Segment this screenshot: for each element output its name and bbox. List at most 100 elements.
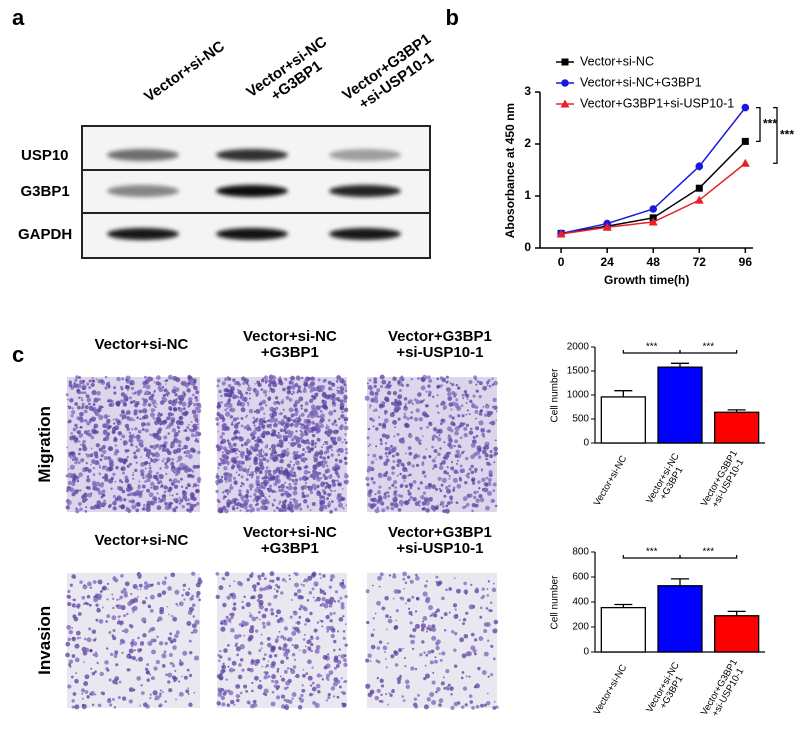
stained-cell	[329, 473, 333, 477]
stained-cell	[415, 576, 420, 581]
stained-cell	[301, 491, 305, 495]
stained-cell	[421, 461, 425, 465]
stained-cell	[419, 439, 422, 442]
stained-cell	[264, 452, 269, 457]
stained-cell	[381, 606, 386, 611]
stained-cell	[82, 650, 88, 656]
stained-cell	[343, 380, 346, 383]
stained-cell	[319, 384, 326, 391]
stained-cell	[284, 491, 288, 496]
stained-cell	[172, 508, 177, 513]
stained-cell	[68, 630, 73, 635]
stained-cell	[471, 404, 474, 407]
stained-cell	[161, 385, 165, 389]
blot-row-label: G3BP1	[20, 182, 70, 200]
stained-cell	[174, 589, 180, 595]
stained-cell	[73, 383, 79, 389]
stained-cell	[467, 472, 470, 476]
stained-cell	[292, 390, 295, 393]
stained-cell	[261, 613, 267, 619]
stained-cell	[229, 483, 233, 486]
stained-cell	[445, 685, 450, 690]
stained-cell	[166, 424, 171, 429]
stained-cell	[276, 466, 281, 470]
stained-cell	[399, 674, 402, 678]
stained-cell	[132, 433, 135, 436]
stained-cell	[470, 583, 473, 586]
stained-cell	[177, 604, 179, 607]
stained-cell	[133, 419, 136, 422]
stained-cell	[327, 456, 330, 460]
stained-cell	[282, 387, 286, 392]
stained-cell	[276, 670, 279, 673]
stained-cell	[276, 469, 279, 472]
stained-cell	[295, 460, 300, 466]
stained-cell	[439, 489, 443, 493]
stained-cell	[450, 408, 453, 411]
stained-cell	[470, 632, 475, 637]
stained-cell	[132, 688, 136, 692]
stained-cell	[425, 448, 428, 450]
stained-cell	[418, 442, 422, 446]
stained-cell	[121, 377, 125, 381]
y-axis-label: Abosorbance at 450 nm	[502, 102, 517, 238]
stained-cell	[246, 386, 252, 392]
stained-cell	[379, 438, 383, 441]
stained-cell	[393, 503, 399, 508]
stained-cell	[177, 443, 182, 448]
stained-cell	[255, 438, 261, 444]
stained-cell	[136, 390, 141, 394]
stained-cell	[301, 684, 304, 687]
stained-cell	[283, 706, 286, 708]
stained-cell	[379, 442, 383, 446]
stained-cell	[327, 502, 331, 507]
stained-cell	[90, 435, 95, 440]
stained-cell	[404, 679, 410, 685]
stained-cell	[390, 444, 393, 448]
stained-cell	[342, 630, 346, 633]
stained-cell	[178, 680, 181, 683]
stained-cell	[327, 696, 331, 700]
stained-cell	[316, 437, 321, 442]
stained-cell	[101, 606, 104, 609]
stained-cell	[192, 615, 195, 618]
stained-cell	[241, 668, 245, 672]
stained-cell	[279, 453, 285, 459]
stained-cell	[142, 408, 148, 414]
stained-cell	[374, 695, 380, 701]
stained-cell	[124, 449, 129, 453]
stained-cell	[428, 605, 434, 611]
stained-cell	[271, 375, 277, 381]
stained-cell	[377, 660, 381, 664]
stained-cell	[420, 627, 425, 632]
stained-cell	[75, 605, 78, 608]
stained-cell	[290, 508, 294, 513]
stained-cell	[390, 502, 395, 507]
stained-cell	[386, 390, 392, 396]
stained-cell	[368, 407, 371, 409]
stained-cell	[294, 401, 298, 405]
stained-cell	[249, 397, 251, 400]
stained-cell	[242, 468, 246, 472]
stained-cell	[179, 462, 185, 468]
stained-cell	[91, 377, 94, 380]
stained-cell	[130, 642, 134, 647]
stained-cell	[376, 646, 381, 650]
stained-cell	[269, 426, 272, 429]
stained-cell	[448, 587, 453, 591]
stained-cell	[242, 397, 246, 402]
stained-cell	[188, 397, 193, 402]
stained-cell	[457, 444, 461, 448]
stained-cell	[275, 506, 279, 510]
significance-bracket	[756, 106, 761, 143]
legend-marker	[561, 58, 569, 66]
stained-cell	[454, 430, 459, 436]
stained-cell	[341, 488, 344, 490]
stained-cell	[191, 428, 196, 433]
stained-cell	[131, 504, 137, 510]
stained-cell	[225, 678, 228, 681]
stained-cell	[431, 635, 437, 641]
stained-cell	[246, 401, 250, 405]
x-tick-label: 48	[647, 255, 661, 269]
stained-cell	[297, 705, 303, 710]
